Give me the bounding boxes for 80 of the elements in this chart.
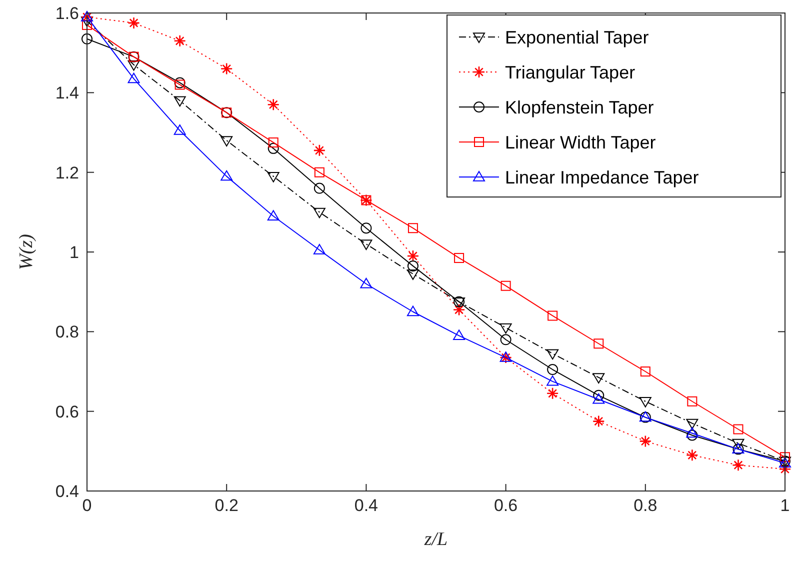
point	[547, 364, 558, 376]
point	[686, 418, 698, 430]
point	[128, 72, 140, 84]
point	[454, 252, 464, 263]
point	[408, 223, 418, 234]
point	[406, 270, 419, 280]
point	[220, 62, 233, 75]
legend-label: Klopfenstein Taper	[505, 97, 654, 118]
point	[174, 96, 186, 107]
point	[128, 60, 140, 71]
point	[313, 144, 326, 157]
y-tick-label: 1	[70, 242, 79, 262]
point	[546, 375, 559, 386]
point	[82, 20, 92, 30]
x-tick-label: 0.2	[214, 496, 238, 515]
y-tick-label: 0.8	[55, 322, 79, 342]
x-tick-label: 0.6	[494, 496, 518, 515]
y-tick-label: 1.6	[55, 4, 79, 23]
point	[546, 387, 559, 400]
point	[732, 438, 744, 450]
y-tick-label: 0.6	[55, 402, 79, 422]
point	[500, 280, 511, 291]
point	[453, 330, 466, 340]
x-tick-label: 1	[780, 496, 790, 515]
point	[406, 306, 419, 316]
point	[268, 137, 278, 148]
point	[733, 424, 744, 434]
point	[407, 260, 418, 272]
point	[314, 167, 324, 178]
point	[174, 34, 186, 48]
point	[639, 397, 652, 408]
point	[732, 458, 744, 472]
y-tick-label: 1.4	[55, 84, 79, 103]
point	[360, 222, 372, 234]
point	[128, 16, 140, 30]
legend-label: Linear Impedance Taper	[505, 167, 699, 188]
point	[640, 366, 650, 376]
point	[313, 208, 326, 218]
point	[313, 244, 326, 254]
point	[220, 170, 233, 181]
point	[174, 77, 186, 88]
point	[686, 430, 698, 441]
point	[268, 142, 279, 154]
point	[593, 390, 604, 401]
y-tick-label: 0.4	[55, 482, 79, 501]
point	[592, 415, 605, 428]
point	[778, 462, 792, 476]
point	[686, 427, 698, 438]
point	[594, 338, 604, 349]
x-tick-label: 0	[82, 496, 92, 515]
point	[267, 172, 280, 182]
point	[360, 278, 372, 288]
point	[639, 435, 652, 448]
point	[592, 373, 605, 384]
y-axis-title: W(z)	[16, 234, 37, 270]
x-tick-label: 0.4	[354, 496, 378, 515]
y-tick-label: 1.2	[55, 163, 79, 182]
point	[687, 396, 698, 406]
point	[500, 334, 512, 346]
point	[546, 349, 559, 360]
point	[174, 124, 186, 135]
point	[452, 304, 466, 316]
point	[406, 250, 420, 262]
legend-label: Linear Width Taper	[505, 132, 656, 152]
x-tick-label: 0.8	[634, 496, 658, 515]
point	[82, 33, 92, 44]
point	[548, 310, 558, 321]
point	[592, 393, 605, 404]
point	[686, 449, 698, 462]
point	[174, 80, 185, 90]
legend-label: Exponential Taper	[505, 27, 649, 48]
point	[360, 240, 372, 250]
legend-label: Triangular Taper	[505, 62, 636, 82]
point	[267, 210, 280, 220]
point	[267, 98, 280, 111]
point	[220, 136, 233, 146]
point	[780, 452, 790, 462]
x-axis-title: z/L	[423, 529, 448, 550]
point	[314, 182, 325, 194]
point	[500, 323, 512, 334]
